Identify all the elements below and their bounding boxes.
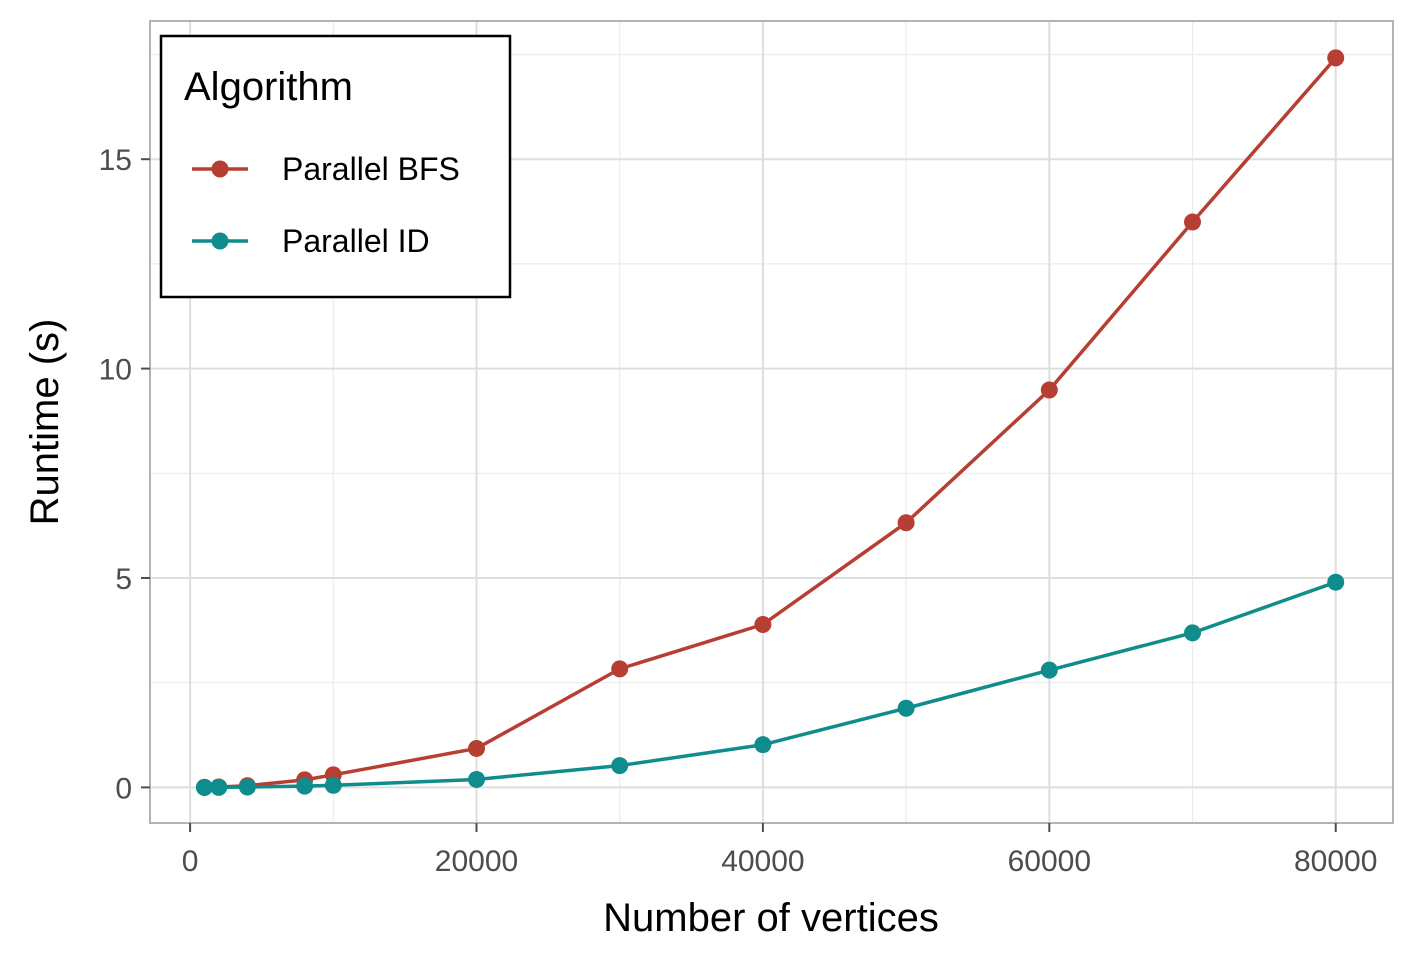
data-point-parallel-id-8 [897, 699, 915, 717]
legend-label-parallel-id: Parallel ID [282, 223, 430, 259]
data-point-parallel-id-6 [611, 757, 629, 775]
data-point-parallel-id-3 [296, 777, 314, 795]
legend-label-parallel-bfs: Parallel BFS [282, 151, 460, 187]
data-point-parallel-id-0 [195, 778, 213, 796]
legend-title: Algorithm [184, 65, 353, 109]
data-point-parallel-id-5 [468, 770, 486, 788]
y-tick-label-0: 0 [115, 772, 132, 805]
x-axis-ticks: 0 20000 40000 60000 80000 [182, 823, 1377, 878]
data-point-parallel-bfs-6 [611, 660, 629, 678]
data-point-parallel-id-10 [1184, 624, 1202, 642]
data-point-parallel-bfs-10 [1184, 213, 1202, 231]
x-tick-label-0: 0 [182, 845, 199, 878]
data-point-parallel-id-9 [1040, 661, 1058, 679]
data-point-parallel-bfs-11 [1327, 49, 1345, 67]
data-point-parallel-bfs-8 [897, 514, 915, 532]
x-tick-label-4: 80000 [1294, 845, 1377, 878]
x-tick-label-1: 20000 [435, 845, 518, 878]
data-point-parallel-id-1 [210, 778, 228, 796]
x-tick-label-2: 40000 [721, 845, 804, 878]
legend-items: Parallel BFS Parallel ID [192, 151, 460, 259]
data-point-parallel-id-7 [754, 736, 772, 754]
y-axis-ticks: 0 5 10 15 [99, 144, 150, 805]
data-point-parallel-bfs-9 [1040, 381, 1058, 399]
legend: Algorithm Parallel BFS Parallel ID [159, 34, 512, 299]
plot-border [149, 20, 1394, 824]
x-axis-title: Number of vertices [603, 896, 939, 940]
y-tick-label-3: 15 [99, 144, 132, 177]
series-layer [195, 49, 1345, 796]
data-point-parallel-id-4 [324, 776, 342, 794]
legend-key-point-parallel-id [211, 232, 229, 250]
y-tick-label-1: 5 [115, 563, 132, 596]
data-point-parallel-bfs-7 [754, 615, 772, 633]
x-tick-label-3: 60000 [1008, 845, 1091, 878]
legend-key-point-parallel-bfs [211, 160, 229, 178]
data-point-parallel-bfs-5 [468, 739, 486, 757]
data-point-parallel-id-2 [238, 778, 256, 796]
y-tick-label-2: 10 [99, 354, 132, 387]
y-axis-title: Runtime (s) [23, 319, 67, 526]
data-point-parallel-id-11 [1327, 573, 1345, 591]
